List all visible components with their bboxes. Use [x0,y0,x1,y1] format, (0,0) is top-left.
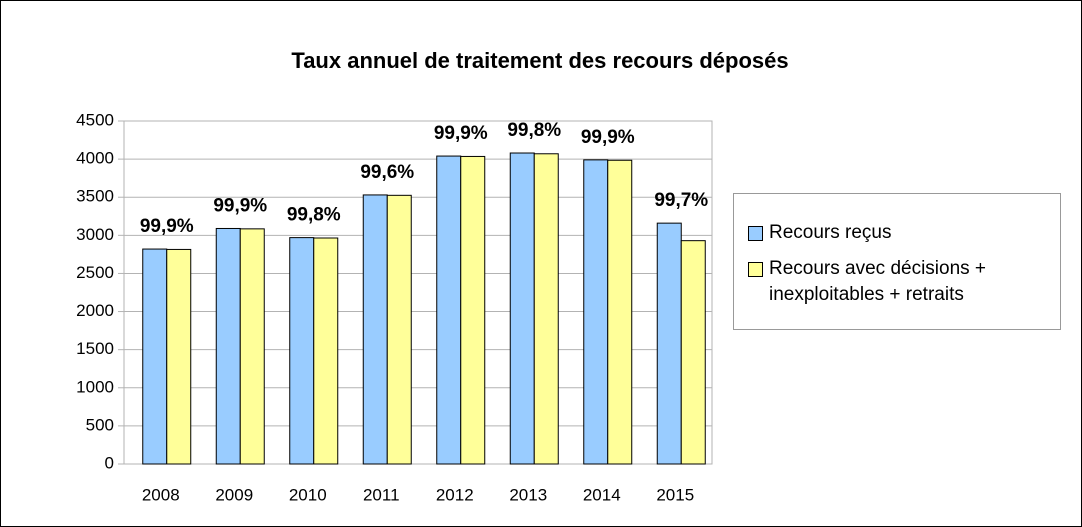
bar [583,159,609,465]
x-tick-label: 2010 [289,485,327,504]
bar [142,248,168,465]
bar [239,228,265,465]
y-tick-label: 3500 [76,187,114,206]
bar [460,155,486,465]
x-tick-label: 2013 [509,485,547,504]
x-tick-label: 2012 [436,485,474,504]
y-tick-label: 1500 [76,339,114,358]
annotation: 99,8% [287,205,341,226]
y-tick-label: 4000 [76,149,114,168]
y-tick-label: 0 [105,453,114,472]
x-tick-label: 2014 [583,485,621,504]
bar [509,152,535,465]
bar [436,155,462,465]
annotation: 99,9% [434,123,488,144]
legend-swatch [748,226,763,241]
bar [362,194,388,465]
annotation: 99,9% [581,127,635,148]
bar [313,237,339,465]
legend-label: Recours avec décisions + inexploitables … [769,258,987,305]
chart-title: Taux annuel de traitement des recours dé… [291,48,788,73]
annotation: 99,9% [140,216,194,237]
y-tick-label: 2500 [76,263,114,282]
y-tick-label: 2000 [76,301,114,320]
y-tick-label: 500 [86,415,114,434]
x-tick-label: 2011 [363,485,400,504]
annotation: 99,8% [507,120,561,141]
y-tick-label: 3000 [76,225,114,244]
legend-item: Recours avec décisions + inexploitables … [748,256,1052,308]
bar [289,237,315,465]
annotation: 99,6% [360,162,414,183]
legend: Recours reçus Recours avec décisions + in… [733,193,1061,330]
x-tick-label: 2008 [142,485,180,504]
legend-swatch [748,262,763,277]
annotation: 99,7% [654,190,708,211]
x-tick-label: 2015 [656,485,694,504]
bar [680,240,706,465]
bar [533,153,559,465]
bar [386,194,412,465]
y-tick-label: 4500 [76,110,114,129]
bar [607,159,633,465]
bar [215,227,241,465]
bar [166,248,192,465]
x-tick-label: 2009 [215,485,253,504]
legend-item: Recours reçus [748,220,1052,246]
bar [656,222,682,465]
y-tick-label: 1000 [76,377,114,396]
annotation: 99,9% [213,195,267,216]
legend-label: Recours reçus [769,222,892,243]
